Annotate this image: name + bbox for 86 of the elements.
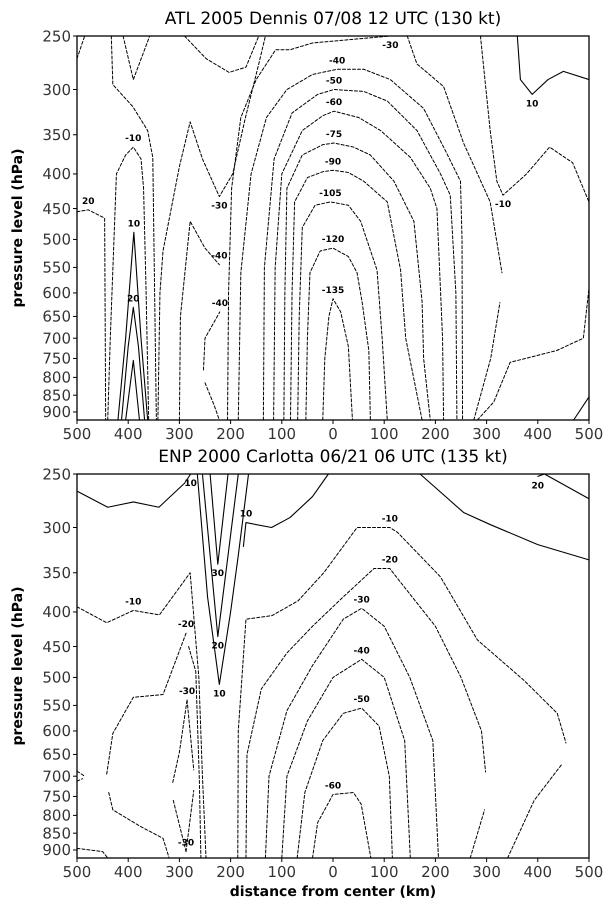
y-tick-label: 450 bbox=[42, 638, 71, 656]
annotation: -20 bbox=[178, 620, 194, 630]
y-tick-label: 700 bbox=[42, 329, 71, 348]
annotation: 30 bbox=[212, 569, 224, 580]
annotation: -30 bbox=[354, 595, 370, 606]
annotation: -50 bbox=[326, 76, 342, 87]
annotation: 20 bbox=[532, 481, 544, 492]
x-tick-label: 300 bbox=[472, 425, 501, 443]
y-tick-label: 500 bbox=[42, 230, 71, 249]
annotation: 20 bbox=[82, 196, 95, 207]
annotation: -135 bbox=[322, 286, 344, 296]
x-tick-label: 0 bbox=[328, 863, 338, 881]
annotation: -120 bbox=[322, 235, 344, 246]
x-tick-label: 100 bbox=[370, 425, 399, 443]
annotation: 10 bbox=[128, 219, 140, 230]
x-tick-label: 100 bbox=[370, 863, 399, 881]
y-tick-label: 500 bbox=[42, 668, 71, 687]
annotation: -30 bbox=[382, 41, 398, 51]
y-tick-label: 650 bbox=[42, 746, 71, 764]
y-tick-label: 900 bbox=[42, 841, 71, 860]
y-tick-label: 250 bbox=[42, 27, 71, 46]
y-tick-label: 300 bbox=[42, 518, 71, 537]
annotation: -60 bbox=[324, 781, 342, 792]
annotation: 10 bbox=[184, 479, 197, 489]
x-tick-label: 500 bbox=[62, 863, 92, 881]
y-tick-label: 550 bbox=[42, 696, 71, 715]
annotation: -60 bbox=[326, 98, 342, 108]
x-tick-label: 100 bbox=[267, 863, 296, 881]
annotation: -10 bbox=[494, 200, 512, 210]
y-tick-label: 400 bbox=[42, 603, 71, 622]
x-tick-label: 200 bbox=[216, 425, 245, 443]
y-tick-label: 300 bbox=[42, 80, 71, 99]
x-axis-title: distance from center (km) bbox=[230, 884, 436, 900]
y-tick-label: 600 bbox=[42, 722, 71, 740]
x-tick-label: 500 bbox=[574, 425, 604, 443]
x-tick-label: 500 bbox=[62, 425, 92, 443]
y-tick-label: 400 bbox=[42, 165, 71, 184]
annotation: -10 bbox=[382, 514, 398, 525]
y-tick-label: 650 bbox=[42, 308, 71, 326]
y-tick-label: 250 bbox=[42, 465, 71, 484]
x-tick-label: 400 bbox=[114, 863, 143, 881]
chart-title: ENP 2000 Carlotta 06/21 06 UTC (135 kt) bbox=[158, 447, 508, 467]
y-tick-label: 850 bbox=[42, 386, 71, 404]
y-axis-title: pressure level (hPa) bbox=[10, 586, 26, 746]
y-tick-label: 800 bbox=[42, 368, 71, 387]
y-tick-label: 900 bbox=[42, 403, 71, 422]
y-tick-label: 850 bbox=[42, 824, 71, 842]
annotation: -40 bbox=[212, 298, 228, 309]
x-tick-label: 300 bbox=[165, 425, 194, 443]
annotation: -40 bbox=[328, 56, 346, 66]
annotation: -30 bbox=[178, 838, 194, 849]
annotation: -40 bbox=[211, 252, 228, 262]
annotation: -30 bbox=[211, 202, 228, 212]
y-tick-label: 700 bbox=[42, 767, 71, 786]
annotation: 10 bbox=[213, 689, 226, 700]
y-tick-label: 550 bbox=[42, 258, 71, 277]
x-tick-label: 400 bbox=[114, 425, 143, 443]
x-tick-label: 300 bbox=[165, 863, 194, 881]
y-axis-title: pressure level (hPa) bbox=[10, 148, 26, 308]
annotation: -90 bbox=[324, 157, 342, 168]
y-tick-label: 750 bbox=[42, 350, 71, 368]
annotation: -20 bbox=[382, 556, 398, 566]
y-tick-label: 450 bbox=[42, 200, 71, 218]
x-tick-label: 200 bbox=[421, 425, 450, 443]
x-tick-label: 300 bbox=[472, 863, 501, 881]
x-tick-label: 500 bbox=[574, 863, 604, 881]
y-tick-label: 750 bbox=[42, 788, 71, 806]
annotation: -75 bbox=[326, 130, 342, 140]
y-tick-label: 600 bbox=[42, 284, 71, 302]
x-tick-label: 400 bbox=[523, 863, 552, 881]
annotation: -10 bbox=[125, 597, 142, 608]
y-tick-label: 350 bbox=[42, 126, 71, 144]
x-tick-label: 200 bbox=[216, 863, 245, 881]
x-tick-label: 400 bbox=[523, 425, 552, 443]
annotation: -10 bbox=[125, 134, 142, 144]
x-tick-label: 200 bbox=[421, 863, 450, 881]
y-tick-label: 800 bbox=[42, 806, 71, 825]
annotation: -105 bbox=[319, 188, 342, 199]
x-tick-label: 0 bbox=[328, 425, 338, 443]
chart-title: ATL 2005 Dennis 07/08 12 UTC (130 kt) bbox=[164, 9, 502, 29]
annotation: -50 bbox=[354, 695, 370, 706]
y-tick-label: 350 bbox=[42, 564, 71, 582]
x-tick-label: 100 bbox=[267, 425, 296, 443]
annotation: -30 bbox=[178, 687, 196, 698]
annotation: 10 bbox=[526, 99, 538, 110]
annotation: -40 bbox=[354, 646, 370, 656]
